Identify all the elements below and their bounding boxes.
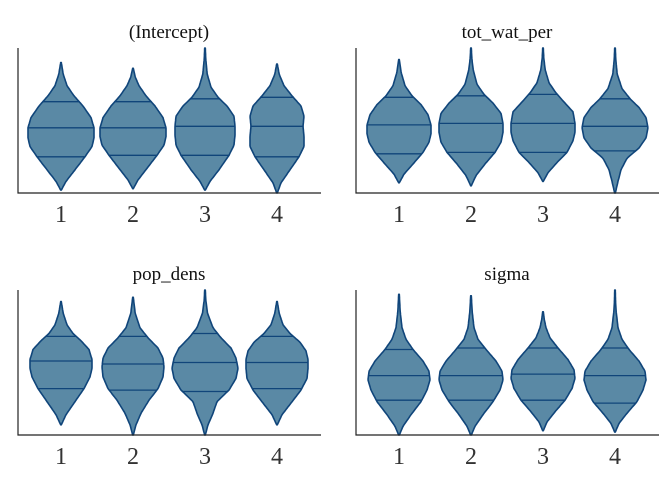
violin-group [366,47,649,194]
x-tick-label: 4 [609,444,621,470]
violin-2 [101,296,165,436]
violin-1 [27,61,95,191]
x-tick-label: 1 [393,202,405,228]
x-tick-label: 2 [127,202,139,228]
violin-group [27,47,305,194]
x-tick-label: 2 [127,444,139,470]
x-tick-label: 1 [55,444,67,470]
panel-title: pop_dens [133,264,206,285]
axes-frame [355,48,659,194]
panel-sigma: sigma 1 2 3 4 [355,264,659,470]
x-tick-label: 1 [393,444,405,470]
violin-1 [367,293,431,436]
violin-group [29,289,309,436]
violin-4 [583,289,647,433]
violin-1 [366,58,432,184]
violin-4 [581,47,649,194]
violin-3 [174,47,236,191]
violin-2 [99,67,167,190]
axes-frame [17,290,321,436]
violin-4 [245,300,309,426]
violin-3 [510,311,576,432]
panel-intercept: (Intercept) 1 2 3 4 [17,22,321,228]
violin-2 [438,47,504,187]
panel-title: (Intercept) [129,22,209,43]
x-tick-label: 3 [199,202,211,228]
x-tick-label: 3 [537,444,549,470]
panel-title: tot_wat_per [462,22,553,43]
axes-frame [355,290,659,436]
violin-3 [510,47,576,183]
panel-tot-wat-per: tot_wat_per 1 2 3 4 [355,22,659,228]
x-tick-label: 4 [271,444,283,470]
axes-frame [17,48,321,194]
violin-group [367,289,647,436]
x-tick-label: 3 [199,444,211,470]
violin-1 [29,300,93,426]
x-tick-label: 2 [465,444,477,470]
x-tick-label: 4 [609,202,621,228]
x-tick-label: 4 [271,202,283,228]
panel-title: sigma [484,264,530,285]
panel-pop-dens: pop_dens 1 2 3 4 [17,264,321,470]
x-tick-label: 3 [537,202,549,228]
violin-2 [438,295,504,436]
violin-4 [249,63,305,194]
x-tick-label: 2 [465,202,477,228]
x-tick-label: 1 [55,202,67,228]
